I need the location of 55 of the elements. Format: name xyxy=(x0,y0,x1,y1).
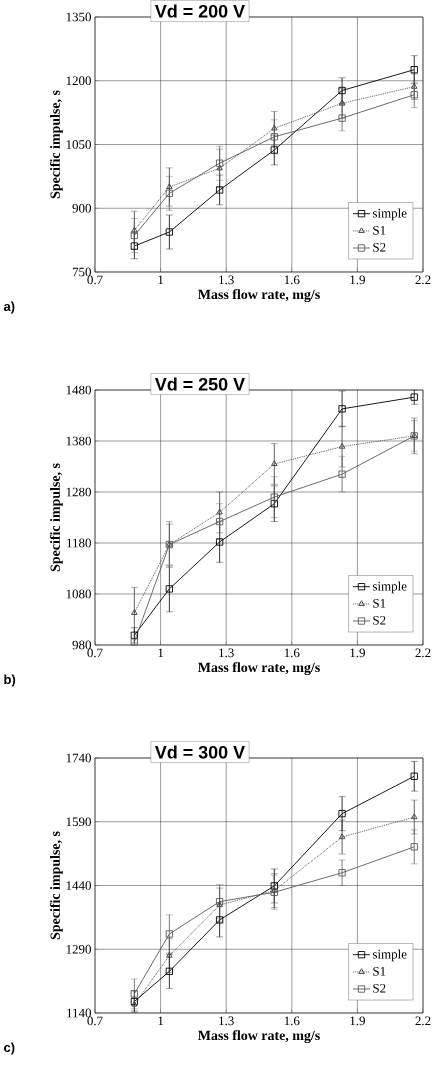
x-tick-label: 0.7 xyxy=(87,1016,103,1026)
chart-title: Vd = 300 V xyxy=(154,745,245,759)
y-tick-label: 980 xyxy=(72,640,91,650)
legend-label: S1 xyxy=(373,966,386,976)
text: b) xyxy=(4,674,16,687)
y-tick-label: 1280 xyxy=(66,487,91,497)
y-tick-label: 1290 xyxy=(66,944,91,954)
legend-label: S2 xyxy=(373,615,386,625)
y-tick-label: 1050 xyxy=(66,140,91,149)
y-tick-label: 1200 xyxy=(66,76,91,86)
y-tick-label: 1740 xyxy=(66,753,91,763)
legend-label: simple xyxy=(372,581,407,594)
chart-title: Vd = 250 V xyxy=(154,377,245,391)
chart-title: Vd = 200 V xyxy=(154,4,245,18)
x-tick-label: 1 xyxy=(158,275,164,285)
x-tick-label: 1 xyxy=(158,1016,164,1026)
x-tick-label: 1.3 xyxy=(219,275,234,285)
text: c) xyxy=(4,1042,15,1055)
x-tick-label: 1.9 xyxy=(350,275,365,285)
text: a) xyxy=(3,301,15,314)
legend-label: simple xyxy=(372,208,407,221)
y-tick-label: 750 xyxy=(72,267,91,277)
x-axis-title: Mass flow rate, mg/s xyxy=(198,289,320,303)
x-axis-title: Mass flow rate, mg/s xyxy=(198,662,320,676)
x-tick-label: 0.7 xyxy=(87,648,103,658)
x-tick-label: 1.6 xyxy=(284,648,300,658)
y-axis-title: Specific impulse, s xyxy=(49,90,63,199)
y-axis-title: Specific impulse, s xyxy=(49,831,63,940)
legend-label: S2 xyxy=(373,983,386,993)
legend-label: S2 xyxy=(373,242,386,252)
x-tick-label: 2.2 xyxy=(415,275,431,285)
legend-label: S1 xyxy=(373,598,386,608)
y-axis-title: Specific impulse, s xyxy=(49,463,63,572)
x-tick-label: 2.2 xyxy=(415,648,431,658)
y-tick-label: 1590 xyxy=(66,817,91,827)
y-tick-label: 1350 xyxy=(66,12,91,22)
x-tick-label: 1.3 xyxy=(219,1016,234,1026)
y-tick-label: 1440 xyxy=(66,881,91,890)
x-tick-label: 1.3 xyxy=(219,648,234,658)
x-tick-label: 1 xyxy=(158,648,164,658)
y-tick-label: 900 xyxy=(72,203,91,213)
legend-label: S1 xyxy=(373,225,386,235)
x-axis-title: Mass flow rate, mg/s xyxy=(198,1030,320,1044)
y-tick-label: 1080 xyxy=(66,589,91,599)
x-tick-label: 0.7 xyxy=(87,275,103,285)
x-tick-label: 1.6 xyxy=(284,275,300,285)
x-tick-label: 1.9 xyxy=(350,1016,365,1026)
x-tick-label: 1.9 xyxy=(350,648,365,658)
legend-label: simple xyxy=(372,949,407,962)
y-tick-label: 1380 xyxy=(66,436,91,446)
y-tick-label: 1480 xyxy=(66,385,91,395)
y-tick-label: 1180 xyxy=(67,538,91,548)
y-tick-label: 1140 xyxy=(67,1008,91,1018)
x-tick-label: 1.6 xyxy=(284,1016,300,1026)
x-tick-label: 2.2 xyxy=(415,1016,431,1026)
